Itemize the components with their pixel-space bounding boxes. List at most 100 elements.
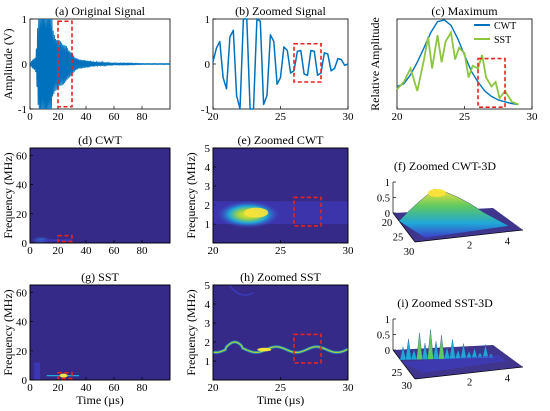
y-tick-label: 4 (505, 373, 511, 384)
y-axis (414, 366, 524, 380)
series-line-cwt (396, 19, 519, 106)
x-tick-label: 40 (81, 111, 93, 123)
panel-title: (i) Zoomed SST-3D (397, 296, 493, 310)
y-axis-label: Relative Amplitude (368, 17, 382, 111)
panel-title: (b) Zoomed Signal (235, 4, 326, 18)
roi-box (477, 57, 506, 108)
panel-title: (c) Maximum (431, 4, 498, 18)
zoomed-signal-line (212, 18, 349, 110)
x-tick-label: 20 (392, 111, 404, 123)
panel-h: 20 25 30 1 2 3 4 5 (h) Zoomed SST Time (µs) Freque… (184, 270, 354, 407)
y-tick-label: 60 (16, 150, 28, 162)
x-tick-label: 60 (109, 245, 121, 257)
x-tick-label: 0 (27, 111, 33, 123)
panel-c: 20 25 30 (c) Maximum Relative Amplitude CWT SS… (368, 4, 538, 123)
y-tick-label: 0 (22, 238, 28, 250)
panel-e: 20 25 30 1 2 3 4 5 (e) Zoomed CWT Frequency (MHz) (184, 133, 354, 257)
heatmap-content (31, 236, 72, 243)
y-tick-label: -1 (201, 104, 210, 116)
y-tick-label: 0 (205, 59, 211, 71)
energy-band (37, 239, 72, 242)
x-tick-label: 30 (402, 381, 413, 392)
y-tick-label: 40 (16, 317, 28, 329)
y-tick-label: 0 (22, 59, 28, 71)
y-tick-label: 3 (205, 181, 211, 193)
panel-title: (f) Zoomed CWT-3D (394, 159, 497, 173)
z-tick-label: 1 (385, 178, 390, 189)
x-tick-label: 25 (275, 245, 287, 257)
x-tick-label: 30 (527, 111, 539, 123)
x-tick-label: 20 (53, 382, 65, 394)
ridge-line (213, 341, 348, 353)
roi-box (293, 196, 322, 227)
panel-title: (a) Original Signal (55, 4, 146, 18)
x-tick-label: 40 (81, 382, 93, 394)
axes-frame (29, 284, 171, 381)
y-axis-label: Amplitude (V) (1, 29, 15, 100)
roi-box (293, 42, 322, 83)
x-tick-label: 60 (109, 111, 121, 123)
y-axis-label: Frequency (MHz) (1, 289, 15, 375)
legend-label: CWT (494, 21, 516, 32)
z-tick-label: 0 (385, 346, 390, 357)
surface-spike (399, 346, 407, 361)
y-tick-label: 2 (205, 337, 211, 349)
x-tick-label: 20 (53, 245, 65, 257)
x-tick-label: 25 (392, 368, 403, 379)
y-tick-label: 2 (467, 241, 472, 252)
surface-spike (432, 341, 440, 360)
ridge-peak (257, 347, 272, 352)
plot-background (30, 148, 170, 243)
y-tick-label: 4 (505, 236, 511, 247)
panel-i: (i) Zoomed SST-3D 0 0.5 1 25 30 2 4 (377, 296, 524, 392)
x-tick-label: 80 (137, 245, 149, 257)
surface-spike (427, 329, 434, 360)
panel-g: 0 20 40 60 80 0 20 40 60 (g) SST Time (µs) Frequenc… (1, 270, 171, 407)
x-axis (392, 349, 416, 380)
surface-spike (438, 335, 445, 360)
panel-a: 0 20 40 60 80-101(a) Original SignalAmplitud… (1, 4, 171, 123)
axes-frame (212, 147, 349, 244)
heatmap-content (213, 285, 348, 354)
ridge-peak (59, 373, 68, 378)
x-tick-label: 40 (81, 245, 93, 257)
x-tick-label: 0 (27, 382, 33, 394)
series-line-sst (396, 29, 519, 106)
y-tick-label: 1 (22, 14, 28, 26)
y-tick-label: 3 (205, 318, 211, 330)
x-axis-label: Time (µs) (257, 393, 304, 407)
y-tick-label: 40 (16, 180, 28, 192)
panel-d: 0 20 40 60 80 0 20 40 60 (d) CWT Frequency (MHz) (1, 133, 171, 257)
surface-spike (421, 342, 429, 360)
axes-frame (396, 18, 533, 110)
x-tick-label: 80 (137, 111, 149, 123)
x-tick-label: 25 (275, 382, 287, 394)
panel-b: 20 25 30 -1 0 1 (b) Zoomed Signal (201, 4, 354, 123)
signal-line (30, 19, 170, 109)
axes-frame (212, 284, 349, 381)
axes-frame (29, 147, 171, 244)
surface-peak (428, 189, 446, 197)
x-tick-label: 0 (27, 245, 33, 257)
x-axis (392, 212, 416, 243)
panel-title: (g) SST (81, 270, 119, 284)
z-tick-label: 0.5 (377, 194, 390, 205)
y-tick-label: 0 (22, 375, 28, 387)
y-tick-label: 1 (205, 219, 211, 231)
legend-label: SST (494, 35, 511, 46)
x-tick-label: 20 (382, 218, 393, 229)
x-tick-label: 25 (393, 233, 404, 244)
x-tick-label: 30 (404, 247, 415, 258)
roi-box (293, 333, 322, 364)
y-tick-label: 2 (205, 200, 211, 212)
x-tick-label: 20 (208, 245, 220, 257)
x-tick-label: 30 (343, 111, 355, 123)
surface-spike (416, 332, 423, 360)
x-tick-label: 25 (459, 111, 471, 123)
y-tick-label: 4 (205, 162, 211, 174)
x-tick-label: 30 (343, 382, 355, 394)
surface-spike (410, 348, 418, 360)
energy-peak (244, 207, 269, 218)
y-tick-label: 5 (205, 280, 211, 292)
